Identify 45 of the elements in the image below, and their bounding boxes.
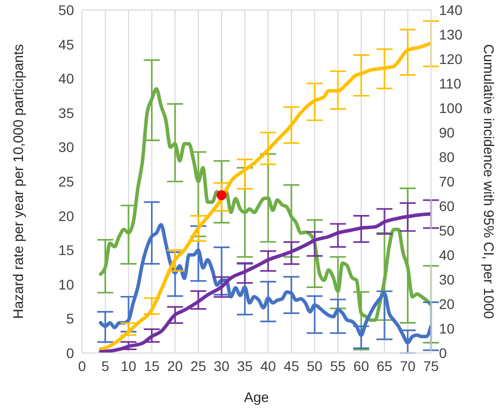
y-tick-label: 45 <box>58 36 74 52</box>
x-tick-label: 10 <box>120 358 137 374</box>
y2-axis-title: Cumulative incidence with 95% CI, per 1000 <box>481 44 498 320</box>
y2-tick-label: 0 <box>439 344 447 361</box>
y2-tick-label: 120 <box>439 50 463 67</box>
x-tick-label: 20 <box>167 358 184 374</box>
y-tick-label: 5 <box>66 310 74 327</box>
x-tick-label: 70 <box>400 358 416 374</box>
x-tick-label: 50 <box>306 358 323 374</box>
y2-tick-label: 10 <box>439 320 455 336</box>
x-tick-label: 40 <box>260 358 276 374</box>
y-tick-label: 35 <box>58 104 74 121</box>
x-tick-label: 15 <box>144 358 160 374</box>
x-tick-label: 0 <box>78 358 86 374</box>
y-axis-title: Hazard rate per year per 10,000 participants <box>10 44 26 319</box>
x-tick-label: 25 <box>190 358 206 374</box>
x-tick-label: 75 <box>423 358 439 374</box>
y2-tick-label: 110 <box>439 75 462 92</box>
y2-tick-label: 130 <box>439 26 463 42</box>
y-tick-label: 25 <box>58 173 74 190</box>
y-tick-label: 15 <box>58 242 74 258</box>
y-tick-label: 50 <box>58 2 74 18</box>
x-tick-label: 55 <box>330 358 346 374</box>
y2-tick-label: 30 <box>439 271 455 288</box>
y2-tick-label: 100 <box>439 100 463 116</box>
y-tick-label: 20 <box>58 208 74 224</box>
y2-tick-label: 80 <box>439 148 455 165</box>
y2-tick-label: 60 <box>439 198 455 214</box>
y-tick-label: 0 <box>66 344 74 361</box>
y-tick-label: 10 <box>58 276 74 292</box>
y2-tick-label: 90 <box>439 124 455 140</box>
y-tick-label: 30 <box>58 139 74 156</box>
x-tick-label: 5 <box>101 358 110 374</box>
x-tick-label: 60 <box>353 358 370 374</box>
y-tick-label: 40 <box>58 70 74 87</box>
y2-tick-label: 40 <box>439 246 455 263</box>
y2-tick-label: 20 <box>439 296 455 312</box>
x-tick-label: 45 <box>284 358 300 374</box>
x-tick-label: 65 <box>376 358 392 374</box>
y2-tick-label: 70 <box>439 173 455 190</box>
y2-tick-label: 140 <box>439 2 463 18</box>
x-axis-title: Age <box>244 389 270 405</box>
x-tick-label: 30 <box>214 358 230 374</box>
y2-tick-label: 50 <box>439 222 455 238</box>
x-tick-label: 35 <box>237 358 253 374</box>
